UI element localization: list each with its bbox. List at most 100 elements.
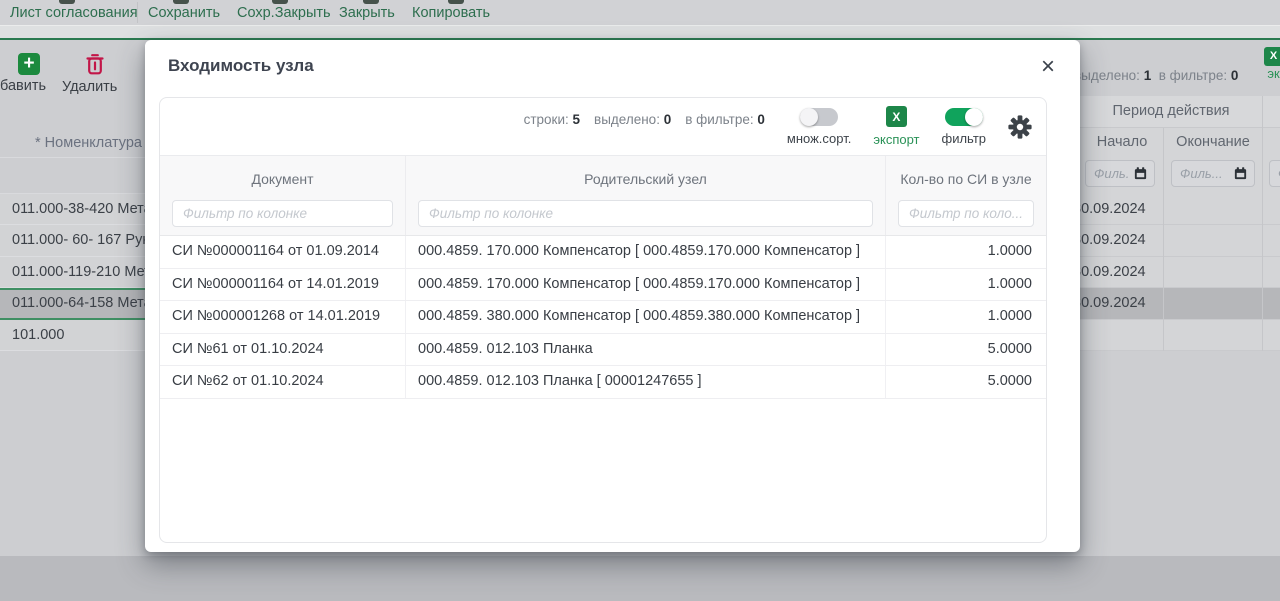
left-table-border <box>0 193 145 194</box>
right-export-label[interactable]: эк <box>1267 65 1280 81</box>
modal-title: Входимость узла <box>168 56 314 75</box>
modal-table-panel: строки: 5 выделено: 0 в фильтре: 0 множ.… <box>159 97 1047 543</box>
selected-count: выделено: 0 <box>594 112 672 127</box>
selected-count-value: 1 <box>1143 68 1152 83</box>
multisort-toggle-block: множ.сорт. <box>786 107 852 146</box>
cell-document: СИ №000001164 от 01.09.2014 <box>160 236 406 268</box>
period-group-header: Период действия <box>1080 96 1280 128</box>
left-table-border <box>0 157 145 158</box>
table-row[interactable]: 011.000- 60- 167 Рук <box>0 225 145 257</box>
toolbar-save-close-button[interactable]: Сохр.Закрыть <box>237 5 331 21</box>
toolbar-save-button[interactable]: Сохранить <box>148 5 221 21</box>
table-row-date[interactable]: 30.09.2024 <box>1073 194 1280 226</box>
close-icon-toolbar <box>363 0 379 4</box>
in-filter-count: в фильтре: 0 <box>685 112 765 127</box>
column-header-end[interactable]: Окончание <box>1176 134 1250 150</box>
table-row[interactable]: СИ №62 от 01.10.2024 000.4859. 012.103 П… <box>160 366 1046 399</box>
toolbar-copy-button[interactable]: Копировать <box>412 5 491 21</box>
filter-input-end[interactable]: Филь... <box>1171 160 1255 187</box>
export-block: X экспорт <box>873 106 920 147</box>
cell-parent-node: 000.4859. 170.000 Компенсатор [ 000.4859… <box>406 268 886 300</box>
filter-input-partial[interactable]: Филь... <box>1269 160 1280 187</box>
calendar-icon[interactable] <box>1233 166 1248 181</box>
multisort-toggle[interactable] <box>800 107 839 126</box>
table-row-selected[interactable]: 011.000-64-158 Мета <box>0 288 145 320</box>
column-header-qty[interactable]: Кол-во по СИ в узле <box>900 171 1032 187</box>
nomenclature-column-header: * Номенклатура <box>35 135 142 151</box>
table-row-date[interactable]: 30.09.2024 <box>1073 225 1280 257</box>
toolbar-approval-sheet-button[interactable]: Лист согласования <box>10 5 138 21</box>
excel-icon[interactable]: X <box>1264 46 1280 66</box>
rows-count: строки: 5 <box>523 112 581 127</box>
cell-qty: 5.0000 <box>987 373 1032 389</box>
add-icon[interactable]: + <box>18 53 40 75</box>
column-divider <box>1262 96 1263 351</box>
table-row-date-selected[interactable]: 30.09.2024 <box>1073 288 1280 320</box>
cell-document: СИ №000001164 от 14.01.2019 <box>160 268 406 300</box>
table-row[interactable]: 011.000-119-210 Мет <box>0 256 145 289</box>
cell-qty: 5.0000 <box>987 340 1032 357</box>
table-row-date[interactable]: 30.09.2024 <box>1073 257 1280 289</box>
multisort-label: множ.сорт. <box>786 130 852 146</box>
close-icon[interactable]: × <box>1040 53 1055 80</box>
cell-parent-node: 000.4859. 012.103 Планка [ 00001247655 ] <box>406 366 886 398</box>
delete-button-label[interactable]: Удалить <box>62 79 118 95</box>
cell-parent-node: 000.4859. 170.000 Компенсатор [ 000.4859… <box>406 236 886 268</box>
table-row[interactable]: СИ №000001268 от 14.01.2019 000.4859. 38… <box>160 301 1046 334</box>
right-column-headers: Начало Окончание <box>1080 128 1280 156</box>
cell-document: СИ №61 от 01.10.2024 <box>160 333 406 365</box>
copy-icon <box>448 0 464 4</box>
column-header-document[interactable]: Документ <box>160 156 406 200</box>
export-label[interactable]: экспорт <box>873 132 920 147</box>
column-header-start[interactable]: Начало <box>1096 134 1148 150</box>
modal-filter-row <box>160 200 1046 236</box>
table-row[interactable]: СИ №000001164 от 01.09.2014 000.4859. 17… <box>160 236 1046 269</box>
cell-parent-node: 000.4859. 012.103 Планка <box>406 333 886 365</box>
modal-table-header: Документ Родительский узел Кол-во по СИ … <box>160 156 1046 200</box>
filter-label: фильтр <box>941 130 986 146</box>
selected-count-label: выделено: <box>1074 68 1140 83</box>
top-toolbar: Лист согласования Сохранить Сохр.Закрыть… <box>0 0 1280 25</box>
add-button-label[interactable]: бавить <box>0 78 47 94</box>
calendar-icon[interactable] <box>1133 166 1148 181</box>
modal-node-occurrence: Входимость узла × строки: 5 выделено: 0 … <box>145 40 1080 552</box>
table-row[interactable]: 011.000-38-420 Мета <box>0 194 145 226</box>
column-header-parent-node[interactable]: Родительский узел <box>406 156 886 200</box>
table-row-date[interactable] <box>1073 320 1280 351</box>
toolbar-divider-strip <box>0 25 1280 39</box>
cell-document: СИ №62 от 01.10.2024 <box>160 366 406 398</box>
cell-qty: 1.0000 <box>987 275 1032 292</box>
filter-input-qty[interactable] <box>898 200 1034 227</box>
save-icon <box>173 0 189 4</box>
toggle-knob <box>964 107 983 126</box>
right-status-line: выделено: 1 в фильтре: 0 <box>1074 68 1238 83</box>
excel-icon[interactable]: X <box>885 106 907 127</box>
filter-toggle[interactable] <box>944 107 983 126</box>
filter-placeholder: Филь... <box>1278 166 1280 181</box>
toggle-knob <box>800 107 819 126</box>
table-row[interactable]: СИ №61 от 01.10.2024 000.4859. 012.103 П… <box>160 333 1046 366</box>
filter-input-document[interactable] <box>172 200 393 227</box>
cell-document: СИ №000001268 от 14.01.2019 <box>160 301 406 333</box>
green-divider-line <box>0 38 1280 40</box>
cell-qty: 1.0000 <box>987 243 1032 259</box>
approval-sheet-icon <box>59 0 75 4</box>
cell-parent-node: 000.4859. 380.000 Компенсатор [ 000.4859… <box>406 301 886 333</box>
delete-icon[interactable] <box>85 52 105 81</box>
modal-counts: строки: 5 выделено: 0 в фильтре: 0 <box>524 112 765 127</box>
bottom-band <box>0 556 1280 601</box>
gear-icon[interactable] <box>1008 114 1032 139</box>
period-group-header-label: Период действия <box>1112 103 1230 119</box>
cell-qty: 1.0000 <box>987 308 1032 324</box>
toolbar-close-button[interactable]: Закрыть <box>339 5 395 21</box>
right-export-button[interactable]: X эк <box>1264 46 1280 81</box>
filter-placeholder: Филь... <box>1094 166 1129 181</box>
in-filter-count-value: 0 <box>1230 68 1239 83</box>
table-row[interactable]: 101.000 <box>0 319 145 351</box>
filter-input-start[interactable]: Филь... <box>1085 160 1155 187</box>
table-row[interactable]: СИ №000001164 от 14.01.2019 000.4859. 17… <box>160 268 1046 301</box>
modal-toolbar: строки: 5 выделено: 0 в фильтре: 0 множ.… <box>160 98 1046 156</box>
modal-header: Входимость узла × <box>145 40 1080 97</box>
toolbar-separator <box>137 2 138 23</box>
filter-input-parent-node[interactable] <box>418 200 873 227</box>
